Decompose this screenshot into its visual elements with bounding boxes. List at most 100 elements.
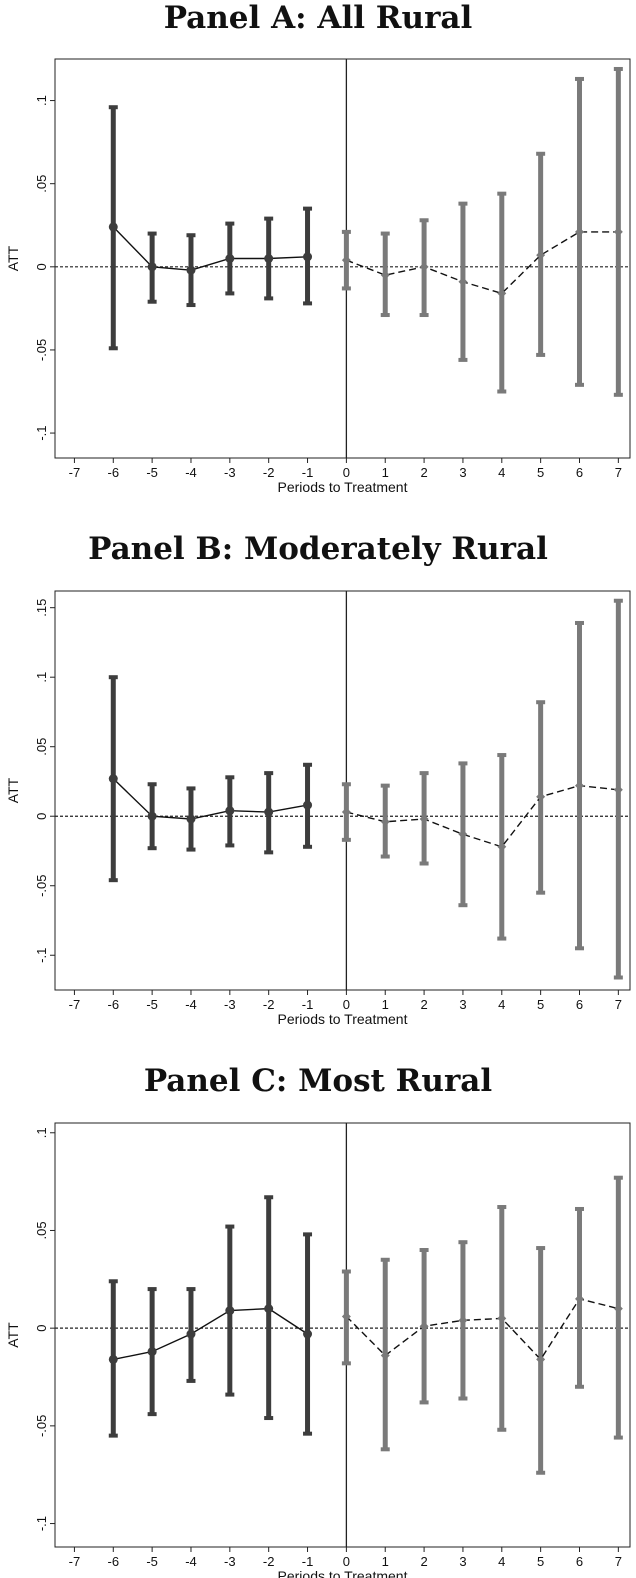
data-point [613, 1304, 623, 1314]
x-tick-label: -4 [185, 1554, 197, 1569]
y-tick-label: -.1 [34, 1516, 49, 1531]
data-point [147, 811, 157, 821]
x-tick-label: -3 [224, 1554, 236, 1569]
x-tick-label: 6 [576, 997, 583, 1012]
y-tick-label: -.05 [34, 339, 49, 361]
x-tick-label: 5 [537, 465, 544, 480]
x-tick-label: -2 [263, 997, 275, 1012]
data-point [536, 1354, 546, 1364]
x-tick-label: -5 [146, 1554, 158, 1569]
x-tick-label: 3 [459, 1554, 466, 1569]
x-tick-label: -2 [263, 1554, 275, 1569]
data-point [458, 829, 468, 839]
x-tick-label: -6 [107, 465, 119, 480]
data-point [380, 817, 390, 827]
post-trend-line [346, 231, 619, 295]
x-tick-label: 6 [576, 1554, 583, 1569]
x-tick-label: 1 [382, 1554, 389, 1569]
y-tick-label: .05 [34, 1221, 49, 1239]
x-axis-title: Periods to Treatment [278, 479, 408, 495]
x-tick-label: -7 [69, 1554, 81, 1569]
y-tick-label: .05 [34, 175, 49, 193]
data-point [574, 781, 584, 791]
y-tick-label: .15 [34, 599, 49, 617]
data-point [186, 814, 196, 824]
data-point [225, 806, 235, 816]
x-tick-label: -3 [224, 465, 236, 480]
data-point [613, 785, 623, 795]
data-point [419, 814, 429, 824]
panel-title: Panel A: All Rural [163, 0, 473, 36]
panel-title: Panel C: Most Rural [143, 1063, 493, 1099]
pre-trend-line [112, 226, 308, 271]
x-tick-label: 3 [459, 997, 466, 1012]
data-point [419, 262, 429, 272]
y-tick-label: .1 [34, 95, 49, 106]
y-tick-label: 0 [34, 813, 49, 820]
x-tick-label: -7 [69, 465, 81, 480]
data-point [147, 262, 157, 272]
y-axis-title: ATT [5, 1322, 21, 1348]
plot-frame [54, 1122, 631, 1548]
y-tick-label: 0 [34, 1325, 49, 1332]
data-point [303, 252, 313, 262]
x-tick-label: 1 [382, 465, 389, 480]
x-tick-label: -1 [302, 1554, 314, 1569]
pre-trend-line [112, 778, 308, 820]
data-point [536, 792, 546, 802]
x-axis-title: Periods to Treatment [278, 1011, 408, 1027]
x-tick-label: 6 [576, 465, 583, 480]
x-tick-label: 3 [459, 465, 466, 480]
x-tick-label: 1 [382, 997, 389, 1012]
data-point [147, 1347, 157, 1357]
data-point [264, 807, 274, 817]
x-tick-label: 2 [420, 465, 427, 480]
chart-b: -.1 -.05 0 .05 .1 .15 -7 -6 -5 -4 -3 -2 -1 0 1 2 3 4 5 6 7 Pe… [5, 590, 631, 1027]
data-point [264, 254, 274, 263]
x-tick-label: 2 [420, 997, 427, 1012]
x-tick-label: 7 [615, 465, 622, 480]
x-tick-label: -4 [185, 465, 197, 480]
x-tick-label: 4 [498, 465, 505, 480]
y-tick-label: -.05 [34, 1415, 49, 1437]
post-trend-line [345, 1298, 619, 1361]
data-point [497, 288, 507, 298]
x-tick-label: 4 [498, 1554, 505, 1569]
data-point [458, 277, 468, 287]
x-tick-label: 7 [615, 997, 622, 1012]
x-tick-label: -5 [146, 997, 158, 1012]
data-point [108, 774, 118, 784]
plot-frame [54, 58, 631, 459]
data-point [225, 254, 235, 263]
data-point [303, 800, 313, 810]
pre-trend-line [113, 1307, 308, 1361]
x-tick-label: -4 [185, 997, 197, 1012]
x-axis-title: Periods to Treatment [278, 1568, 408, 1578]
y-tick-label: -.1 [34, 425, 49, 440]
data-point [497, 1313, 507, 1323]
x-tick-label: 0 [343, 997, 350, 1012]
y-tick-label: 0 [34, 263, 49, 270]
data-point [497, 842, 507, 852]
data-point [419, 1321, 429, 1331]
data-point [341, 1311, 351, 1321]
data-point [108, 1354, 118, 1364]
data-point [536, 250, 546, 260]
data-point [574, 1294, 584, 1304]
x-tick-label: 5 [537, 1554, 544, 1569]
data-point [303, 1329, 313, 1339]
x-tick-label: -5 [146, 465, 158, 480]
data-point [341, 255, 351, 265]
x-tick-label: -1 [302, 997, 314, 1012]
data-point [186, 1329, 196, 1339]
data-point [380, 270, 390, 280]
data-point [341, 807, 351, 817]
y-tick-label: -.1 [34, 948, 49, 963]
panel-title: Panel B: Moderately Rural [88, 531, 548, 567]
y-tick-label: .1 [34, 672, 49, 683]
x-tick-label: 0 [343, 465, 350, 480]
y-axis-title: ATT [5, 245, 21, 271]
y-tick-label: .1 [34, 1127, 49, 1138]
x-tick-label: 0 [343, 1554, 350, 1569]
